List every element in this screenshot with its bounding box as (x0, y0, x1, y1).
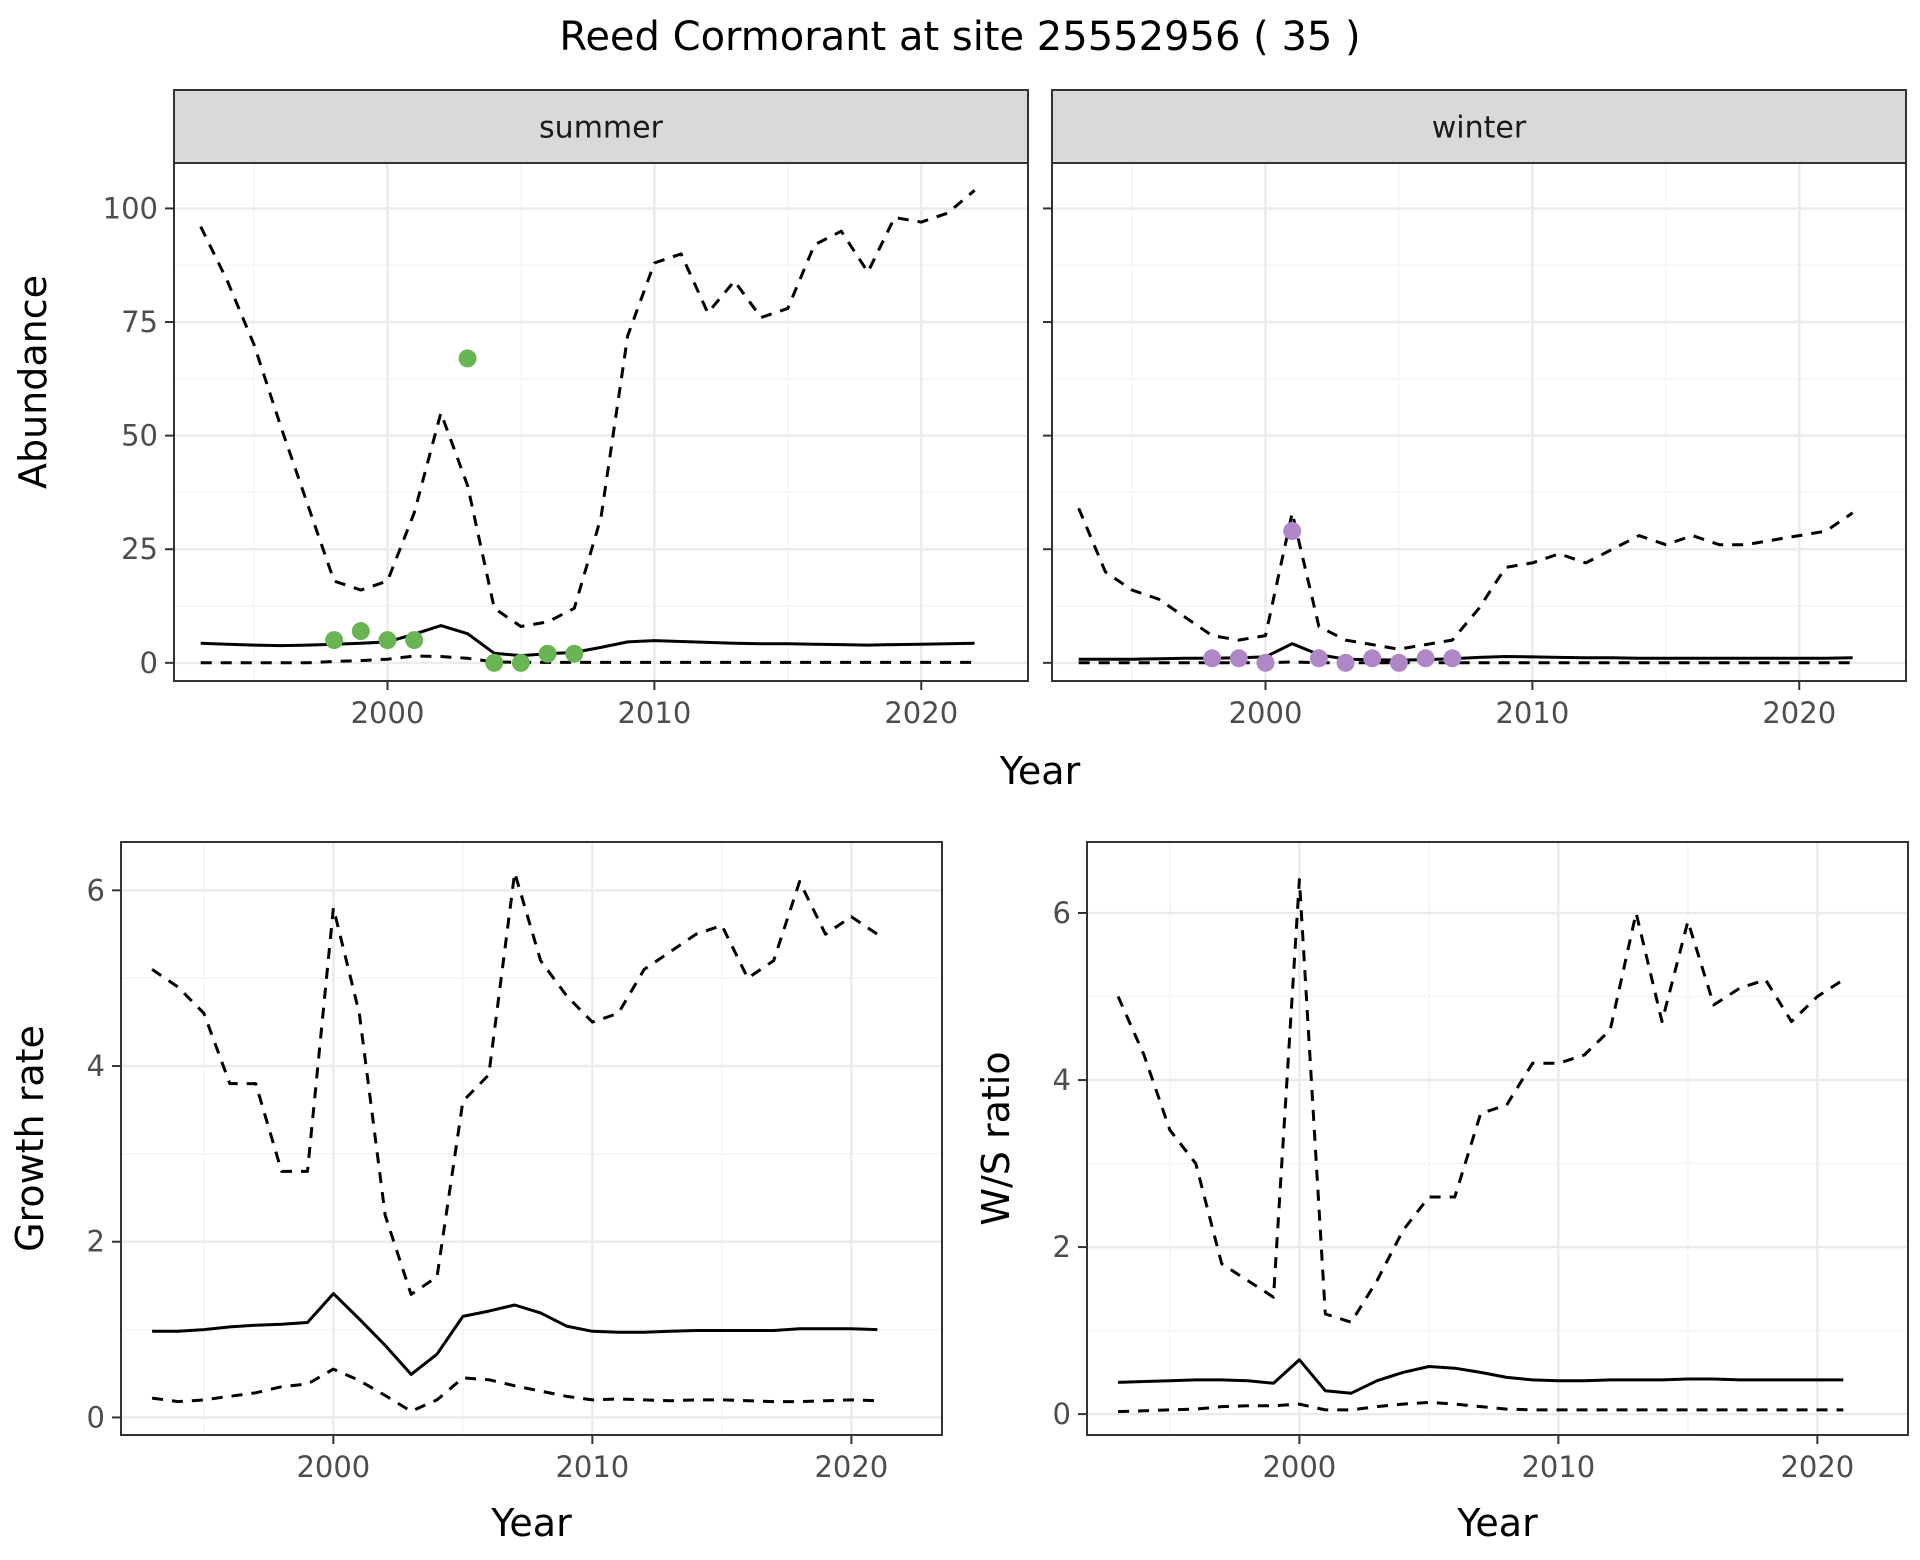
data-point (1443, 649, 1462, 668)
panel-growth-rate: 2000 2010 2020 0 2 4 6 Growth rate Year (8, 841, 943, 1545)
plot-area (1052, 163, 1906, 681)
x-tick-label: 2000 (351, 696, 425, 730)
y-axis-title: Abundance (11, 275, 55, 489)
x-tick-label: 2000 (1262, 1450, 1336, 1484)
data-point (1336, 653, 1355, 672)
panel-border (120, 841, 943, 1436)
facet-strip (1051, 89, 1907, 164)
x-tick-label: 2010 (617, 696, 691, 730)
x-axis-title: Year (1456, 1501, 1538, 1545)
series-line-dashed (1118, 1400, 1844, 1414)
y-tick-label: 50 (121, 419, 158, 453)
data-point (351, 622, 370, 641)
chart-title: Reed Cormorant at site 25552956 ( 35 ) (559, 14, 1360, 60)
plot-area (1087, 842, 1908, 1435)
series-line-dashed (1077, 507, 1854, 651)
y-tick-label: 0 (140, 646, 158, 680)
series-line-solid (1118, 1358, 1844, 1395)
y-tick-label: 0 (1053, 1397, 1071, 1431)
panel-winter: winter 2000 2010 2020 (1043, 89, 1907, 730)
facet-strip (173, 89, 1029, 164)
data-point (325, 631, 344, 650)
series-line-dashed (200, 654, 975, 665)
series-line-dashed (151, 871, 879, 1296)
x-tick-label: 2020 (814, 1450, 888, 1484)
data-point (1229, 649, 1248, 668)
panel-summer: summer 2000 2010 2020 0 25 50 75 100 Abundance (11, 89, 1029, 730)
data-point (378, 631, 397, 650)
panel-border (1086, 841, 1909, 1436)
series-line-dashed (199, 189, 976, 628)
facet-label: summer (539, 111, 664, 146)
data-point (1363, 649, 1382, 668)
series-line-dashed (151, 1367, 878, 1413)
data-point (511, 653, 530, 672)
data-point (1309, 649, 1328, 668)
data-point (1256, 653, 1275, 672)
panel-w-s-ratio: 2000 2010 2020 0 2 4 6 W/S ratio Year (974, 841, 1909, 1545)
x-tick-label: 2010 (1495, 696, 1569, 730)
y-tick-label: 75 (121, 305, 158, 339)
y-axis-title: W/S ratio (974, 1051, 1018, 1225)
plot-area (121, 842, 942, 1435)
y-tick-label: 100 (103, 191, 158, 225)
x-tick-label: 2000 (1229, 696, 1303, 730)
y-tick-label: 0 (87, 1400, 105, 1434)
x-tick-label: 2020 (1762, 696, 1836, 730)
x-tick-label: 2020 (1780, 1450, 1854, 1484)
plot-area (174, 163, 1028, 681)
y-tick-label: 6 (1053, 896, 1071, 930)
x-tick-label: 2000 (296, 1450, 370, 1484)
data-point (538, 644, 557, 663)
series-line-dashed (1116, 878, 1845, 1324)
y-tick-label: 4 (1053, 1063, 1071, 1097)
y-tick-label: 2 (87, 1225, 105, 1259)
x-tick-label: 2020 (884, 696, 958, 730)
data-point (1416, 649, 1435, 668)
y-tick-label: 25 (121, 532, 158, 566)
x-axis-title-shared: Year (999, 749, 1081, 793)
data-point (1203, 649, 1222, 668)
data-point (485, 653, 504, 672)
y-axis-title: Growth rate (8, 1025, 52, 1252)
x-tick-label: 2010 (555, 1450, 629, 1484)
data-point (458, 349, 477, 368)
x-axis-title: Year (490, 1501, 572, 1545)
y-tick-label: 6 (87, 873, 105, 907)
data-point (565, 644, 584, 663)
x-tick-label: 2010 (1521, 1450, 1595, 1484)
y-tick-label: 2 (1053, 1230, 1071, 1264)
series-line-solid (152, 1292, 878, 1376)
data-point (405, 631, 424, 650)
data-point (1389, 653, 1408, 672)
facet-label: winter (1432, 111, 1527, 146)
data-point (1283, 522, 1302, 541)
y-tick-label: 4 (87, 1049, 105, 1083)
